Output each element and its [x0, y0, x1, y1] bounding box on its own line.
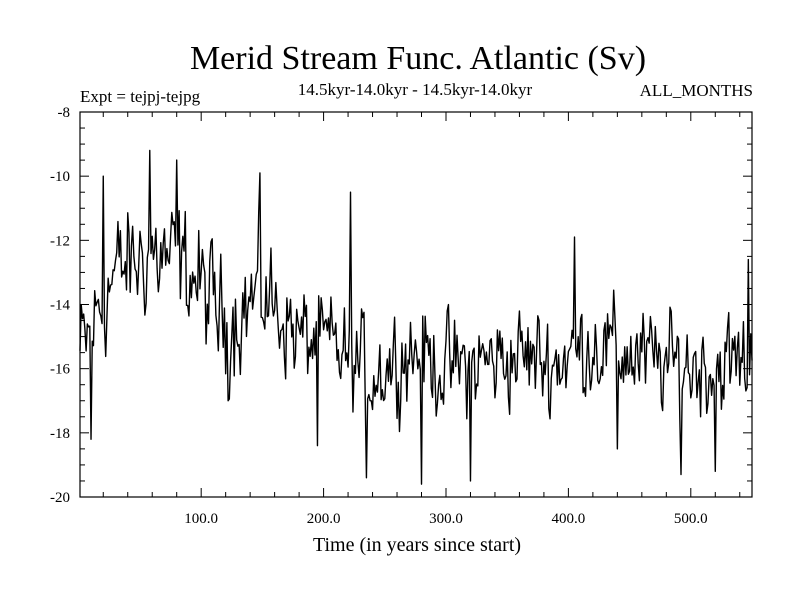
chart-subtitle: 14.5kyr-14.0kyr - 14.5kyr-14.0kyr — [298, 80, 533, 99]
x-tick-labels: 100.0 200.0 300.0 400.0 500.0 — [184, 511, 707, 527]
experiment-label: Expt = tejpj-tejpg — [80, 87, 201, 106]
plot-frame — [79, 111, 753, 498]
y-tick-label: -14 — [50, 298, 70, 314]
months-label: ALL_MONTHS — [640, 81, 753, 100]
x-axis-ticks — [102, 112, 741, 497]
x-tick-label: 200.0 — [307, 511, 341, 527]
x-axis-label: Time (in years since start) — [313, 534, 521, 556]
y-tick-label: -12 — [50, 233, 70, 249]
y-tick-label: -20 — [50, 490, 70, 506]
chart-title: Merid Stream Func. Atlantic (Sv) — [190, 40, 646, 77]
y-tick-label: -8 — [58, 105, 71, 121]
y-tick-label: -16 — [50, 362, 70, 378]
x-tick-label: 300.0 — [429, 511, 463, 527]
series-line — [79, 149, 753, 485]
y-tick-labels: -20 -18 -16 -14 -12 -10 -8 — [50, 105, 70, 506]
x-tick-label: 100.0 — [184, 511, 218, 527]
x-tick-label: 500.0 — [674, 511, 708, 527]
y-tick-label: -18 — [50, 426, 70, 442]
y-axis-ticks — [80, 111, 752, 498]
y-tick-label: -10 — [50, 169, 70, 185]
x-tick-label: 400.0 — [552, 511, 586, 527]
